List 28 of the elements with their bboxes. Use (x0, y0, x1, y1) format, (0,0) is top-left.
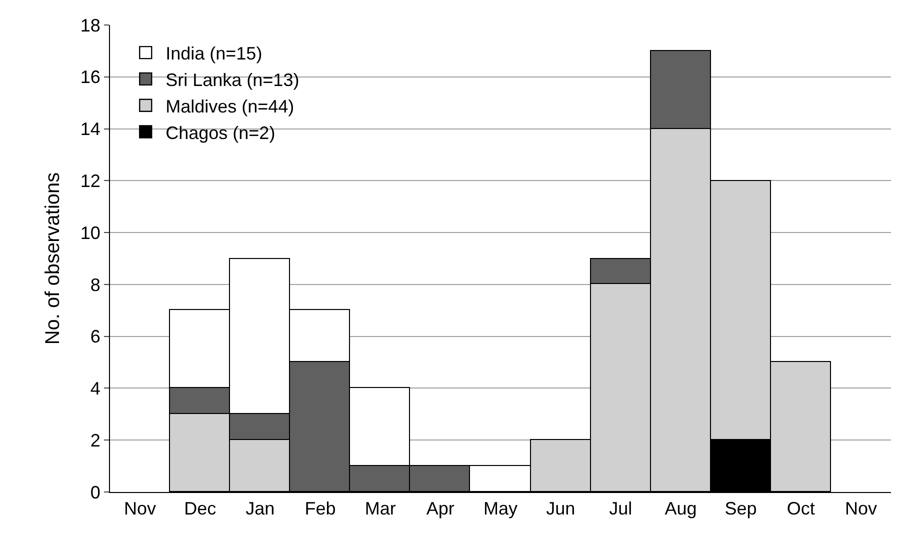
y-tick-label: 12 (80, 170, 100, 191)
x-tick-label: Jan (246, 498, 275, 519)
y-tick-label: 10 (80, 222, 100, 243)
legend-label: Chagos (n=2) (166, 122, 276, 143)
y-tick-label: 18 (80, 15, 100, 36)
x-tick-label: Nov (844, 498, 877, 519)
x-tick-label: Dec (184, 498, 216, 519)
y-tick-label: 16 (80, 67, 100, 88)
legend-label: Maldives (n=44) (166, 96, 294, 116)
y-tick-label: 6 (90, 326, 100, 347)
x-tick-label: Nov (124, 498, 156, 519)
x-tick-label: Aug (664, 498, 697, 519)
x-tick-label: Jun (546, 498, 576, 519)
x-tick-label: Jul (609, 498, 632, 519)
x-tick-label: Sep (724, 498, 757, 519)
x-tick-label: Feb (304, 498, 336, 519)
y-tick-label: 8 (90, 274, 100, 295)
y-tick-label: 14 (80, 119, 100, 140)
y-tick-label: 2 (90, 430, 100, 450)
x-tick-label: Mar (364, 498, 396, 519)
x-tick-label: Oct (786, 498, 815, 519)
legend-label: India (n=15) (166, 44, 262, 64)
y-tick-label: 4 (90, 378, 100, 399)
x-tick-label: May (483, 498, 518, 519)
y-axis-title: No. of observations (42, 172, 64, 345)
y-tick-label: 0 (90, 482, 100, 502)
x-tick-label: Apr (426, 498, 454, 519)
legend-label: Sri Lanka (n=13) (166, 70, 300, 90)
